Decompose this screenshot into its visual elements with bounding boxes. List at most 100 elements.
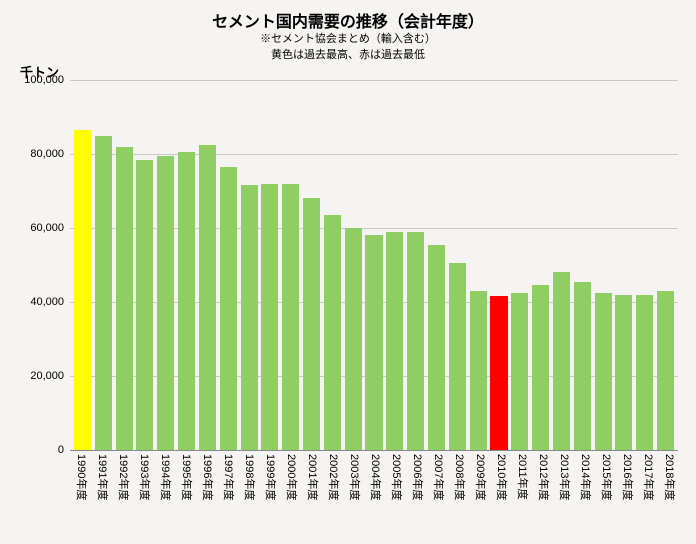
bar [490,296,507,450]
x-label-slot: 2002年度 [324,454,345,534]
bar [470,291,487,450]
bar-slot [155,80,176,450]
bar [157,156,174,450]
bar [74,130,91,450]
bar [553,272,570,450]
x-tick-label: 2009年度 [473,454,489,500]
x-tick-label: 1991年度 [95,454,111,500]
bar [407,232,424,450]
bar-slot [468,80,489,450]
x-label-slot: 1998年度 [240,454,261,534]
x-tick-label: 2003年度 [347,454,363,500]
x-tick-label: 1990年度 [74,454,90,500]
x-label-slot: 2003年度 [345,454,366,534]
bar-slot [364,80,385,450]
x-label-slot: 2013年度 [554,454,575,534]
bar-slot [343,80,364,450]
bar [595,293,612,450]
x-label-slot: 1994年度 [156,454,177,534]
bar-slot [614,80,635,450]
bar [386,232,403,450]
bar [261,184,278,450]
x-label-slot: 2006年度 [408,454,429,534]
bar-slot [655,80,676,450]
bar-slot [572,80,593,450]
x-tick-label: 1994年度 [158,454,174,500]
x-tick-label: 2012年度 [536,454,552,500]
x-label-slot: 2011年度 [512,454,533,534]
bar [511,293,528,450]
x-tick-label: 2017年度 [641,454,657,500]
x-tick-label: 2006年度 [410,454,426,500]
x-tick-label: 1997年度 [221,454,237,500]
bar-slot [280,80,301,450]
y-tick-label: 20,000 [30,370,64,382]
bar [574,282,591,450]
x-label-slot: 2016年度 [617,454,638,534]
bar-slot [634,80,655,450]
y-tick-label: 60,000 [30,222,64,234]
bar [116,147,133,450]
x-tick-label: 1996年度 [200,454,216,500]
x-label-slot: 2001年度 [303,454,324,534]
x-label-slot: 2005年度 [387,454,408,534]
x-tick-label: 2018年度 [662,454,678,500]
chart-title: セメント国内需要の推移（会計年度） [0,8,696,32]
bar-slot [530,80,551,450]
bar-slot [384,80,405,450]
x-tick-label: 2010年度 [494,454,510,500]
x-label-slot: 2018年度 [659,454,680,534]
x-tick-label: 1999年度 [263,454,279,500]
bar [136,160,153,450]
x-label-slot: 1991年度 [93,454,114,534]
bar [178,152,195,450]
x-tick-label: 2007年度 [431,454,447,500]
bar-slot [114,80,135,450]
y-tick-label: 0 [58,444,64,456]
bar-slot [259,80,280,450]
bar-slot [218,80,239,450]
x-tick-label: 2016年度 [620,454,636,500]
bar-slot [176,80,197,450]
x-tick-label: 2008年度 [452,454,468,500]
x-label-slot: 2012年度 [533,454,554,534]
x-tick-label: 2011年度 [515,454,531,500]
x-label-slot: 1990年度 [72,454,93,534]
x-label-slot: 2007年度 [428,454,449,534]
x-tick-label: 1995年度 [179,454,195,500]
bar-slot [134,80,155,450]
x-tick-label: 2004年度 [368,454,384,500]
bar [365,235,382,450]
chart-subtitle-1: ※セメント協会まとめ（輸入含む） [0,30,696,46]
x-tick-label: 2001年度 [305,454,321,500]
chart-subtitle-2: 黄色は過去最高、赤は過去最低 [0,46,696,62]
x-label-slot: 1993年度 [135,454,156,534]
x-tick-label: 2015年度 [599,454,615,500]
bar [282,184,299,450]
x-label-slot: 2017年度 [638,454,659,534]
bar-slot [405,80,426,450]
x-label-slot: 2009年度 [470,454,491,534]
x-tick-label: 2014年度 [578,454,594,500]
bar-slot [239,80,260,450]
chart-container: セメント国内需要の推移（会計年度） ※セメント協会まとめ（輸入含む） 黄色は過去… [0,0,696,544]
bar-slot [93,80,114,450]
bar [428,245,445,450]
x-label-slot: 1995年度 [177,454,198,534]
bar-slot [593,80,614,450]
x-tick-label: 2005年度 [389,454,405,500]
bar [303,198,320,450]
bar [532,285,549,450]
x-label-slot: 1992年度 [114,454,135,534]
bar-slot [447,80,468,450]
bar [615,295,632,450]
bar-slot [551,80,572,450]
bar [449,263,466,450]
x-label-slot: 1996年度 [198,454,219,534]
x-label-slot: 2008年度 [449,454,470,534]
bar [657,291,674,450]
bar [324,215,341,450]
x-tick-label: 2000年度 [284,454,300,500]
bar [199,145,216,450]
bar-slot [426,80,447,450]
